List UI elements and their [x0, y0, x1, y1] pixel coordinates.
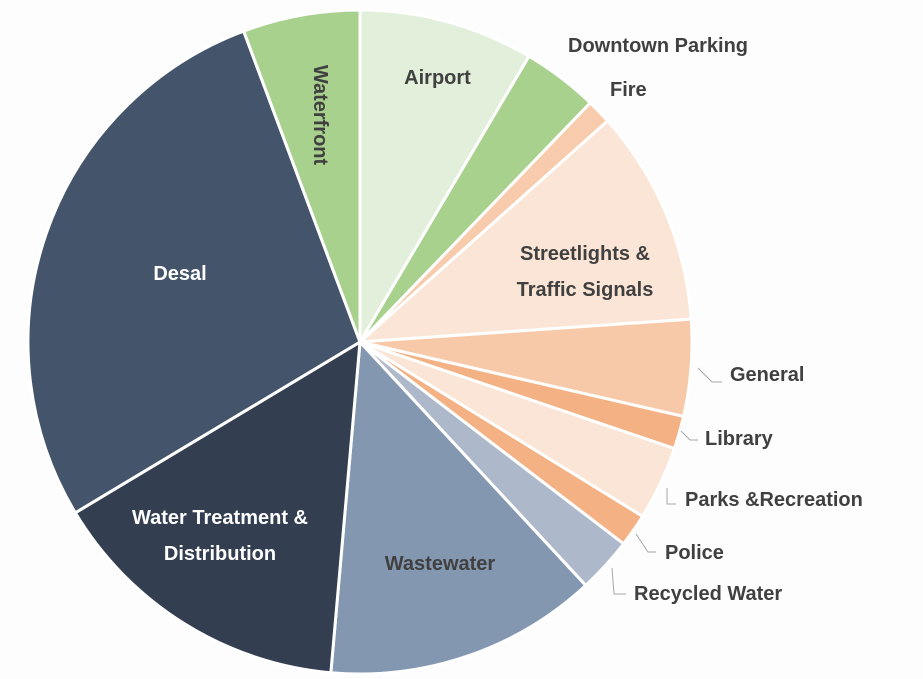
slice-label: Downtown Parking	[568, 35, 748, 57]
leader-line	[611, 567, 626, 595]
slice-label: Parks &Recreation	[685, 489, 863, 511]
pie-slice	[241, 8, 362, 343]
leader-line	[635, 533, 656, 553]
slice-label: Water Treatment & Distribution	[132, 507, 308, 565]
pie-slice	[358, 8, 532, 348]
pie-slice	[26, 29, 362, 515]
slices	[26, 8, 694, 676]
slice-label: Wastewater	[384, 553, 496, 575]
slice-label: Waterfront	[309, 64, 331, 166]
slice-label: Desal	[153, 263, 207, 285]
leader-line	[666, 488, 676, 505]
slice-label: Fire	[610, 79, 647, 101]
slice-label: Library	[705, 428, 773, 450]
slice-label: Airport	[404, 67, 471, 89]
leader-lines	[611, 367, 722, 595]
slice-label: General	[730, 364, 805, 386]
slice-label: Recycled Water	[634, 583, 783, 605]
leader-line	[680, 430, 698, 441]
leader-line	[697, 367, 722, 383]
pie-slice	[355, 118, 693, 344]
pie-slice	[329, 338, 588, 676]
slice-label: Streetlights & Traffic Signals	[516, 243, 654, 301]
slice-label: Police	[665, 542, 724, 564]
pie-slice	[73, 339, 362, 675]
